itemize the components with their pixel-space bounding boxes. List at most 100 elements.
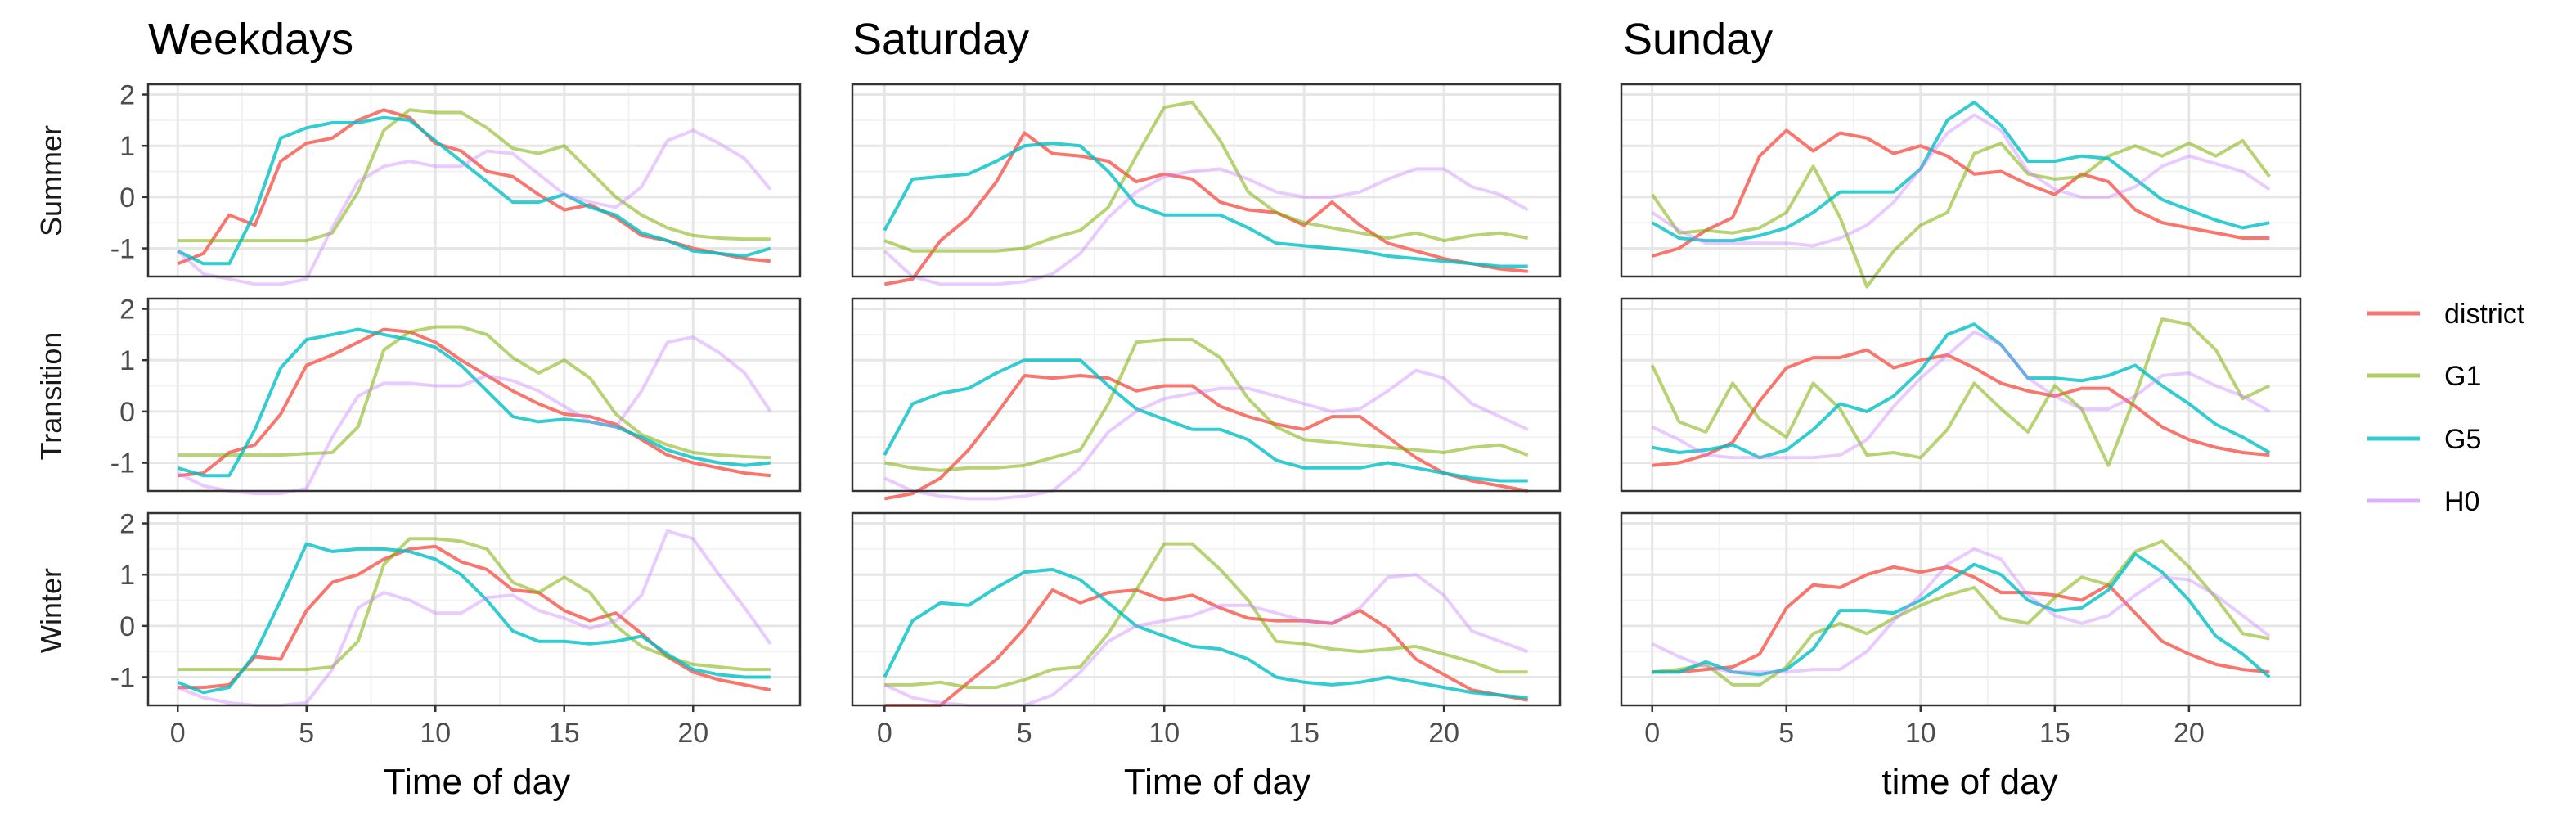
panel-border [1620, 83, 2302, 278]
y-tick-label: 1 [119, 345, 135, 376]
legend-label-g1: G1 [2444, 361, 2481, 392]
series-line-g5 [1652, 552, 2271, 679]
legend-item-h0: H0 [2367, 486, 2479, 517]
y-tick-label: 0 [119, 182, 135, 214]
y-tick-label: -1 [110, 448, 135, 480]
panel-border [851, 297, 1562, 493]
x-axis-title-weekdays: Time of day [384, 762, 570, 802]
series-line-district [883, 374, 1529, 501]
column-title-sunday: Sunday [1623, 15, 1773, 64]
series-line-g5 [177, 327, 771, 478]
series-line-g5 [177, 115, 771, 266]
x-tick-label: 0 [170, 718, 186, 749]
series-line-g5 [1652, 322, 2271, 460]
x-axis-title-saturday: Time of day [1124, 762, 1310, 802]
legend-item-g5: G5 [2367, 424, 2481, 455]
series-line-h0 [1651, 330, 2271, 460]
y-tick-label: -1 [110, 234, 135, 265]
column-titles: Weekdays Saturday Sunday [148, 15, 1773, 64]
series-line-h0 [177, 335, 772, 496]
panel-winter-sunday: 0 5 10 15 20 [1620, 511, 2302, 749]
series-line-g5 [883, 142, 1528, 268]
x-tick-label: 15 [2039, 718, 2070, 749]
panel-summer-sunday [1620, 83, 2302, 289]
y-tick-label: 2 [119, 509, 135, 540]
y-tick-label: 0 [119, 611, 135, 642]
panel-border [146, 297, 802, 493]
series-line-g5 [883, 358, 1528, 483]
x-tick-label: 5 [1778, 718, 1794, 749]
x-tick-label: 10 [1905, 718, 1936, 749]
panel-summer-weekdays: -1 0 1 2 [110, 80, 802, 286]
series-line-g1 [1652, 539, 2270, 687]
y-tick-label: 2 [119, 295, 135, 326]
series-line-g1 [178, 325, 771, 460]
x-tick-label: 0 [877, 718, 892, 749]
series-line-h0 [176, 128, 772, 286]
series-line-district [1652, 348, 2270, 467]
series-line-h0 [1651, 547, 2271, 674]
series-line-g1 [883, 100, 1529, 253]
series-line-h0 [1651, 113, 2271, 248]
series-line-district [178, 327, 771, 478]
x-tick-label: 15 [1288, 718, 1319, 749]
row-label-winter: Winter [34, 568, 68, 653]
y-tick-label: 1 [119, 560, 135, 591]
series-line-g1 [1650, 317, 2271, 467]
row-label-transition: Transition [34, 332, 68, 461]
x-tick-label: 20 [2174, 718, 2205, 749]
panel-transition-saturday [851, 297, 1562, 501]
panel-border [1620, 511, 2302, 707]
x-tick-label: 20 [1428, 718, 1459, 749]
column-title-weekdays: Weekdays [148, 15, 353, 64]
x-tick-label: 10 [420, 718, 451, 749]
series-line-g5 [883, 567, 1528, 700]
panel-border [146, 511, 802, 707]
series-line-g1 [1651, 138, 2271, 289]
panel-transition-weekdays: -1 0 1 2 [110, 295, 802, 496]
panel-border [146, 83, 802, 278]
panel-transition-sunday [1620, 297, 2302, 493]
column-title-saturday: Saturday [852, 15, 1029, 64]
legend-label-h0: H0 [2444, 486, 2479, 517]
series-line-district [884, 588, 1529, 707]
row-labels: Summer Transition Winter [34, 125, 68, 653]
series-line-g1 [178, 108, 771, 243]
panel-winter-saturday: 0 5 10 15 20 [851, 511, 1562, 749]
series-line-g1 [883, 338, 1529, 472]
y-tick-label: -1 [110, 663, 135, 694]
legend-item-g1: G1 [2367, 361, 2481, 392]
y-tick-label: 2 [119, 80, 135, 111]
panel-border [1620, 297, 2302, 493]
row-label-summer: Summer [34, 125, 68, 236]
y-tick-label: 1 [119, 131, 135, 162]
panel-border [851, 511, 1562, 707]
x-axis-title-sunday: time of day [1881, 762, 2057, 802]
panel-border [851, 83, 1562, 278]
panel-background [148, 84, 800, 277]
series-line-g5 [177, 542, 771, 695]
panel-background [852, 84, 1560, 277]
x-tick-label: 5 [299, 718, 314, 749]
series-line-district [883, 131, 1528, 286]
y-tick-label: 0 [119, 397, 135, 428]
x-tick-label: 15 [549, 718, 580, 749]
panel-summer-saturday [851, 83, 1562, 286]
x-tick-label: 10 [1149, 718, 1180, 749]
x-tick-label: 0 [1644, 718, 1660, 749]
series-line-g5 [1651, 100, 2270, 243]
x-tick-label: 20 [677, 718, 708, 749]
series-line-district [1652, 128, 2270, 258]
legend: district G1 G5 H0 [2367, 299, 2525, 517]
series-line-g1 [884, 542, 1528, 690]
x-tick-label: 5 [1017, 718, 1032, 749]
legend-label-g5: G5 [2444, 424, 2481, 455]
legend-label-district: district [2444, 299, 2525, 330]
x-axis-titles: Time of day Time of day time of day [384, 762, 2058, 802]
legend-item-district: district [2367, 299, 2525, 330]
series-line-h0 [883, 368, 1529, 501]
series-line-h0 [883, 167, 1529, 286]
